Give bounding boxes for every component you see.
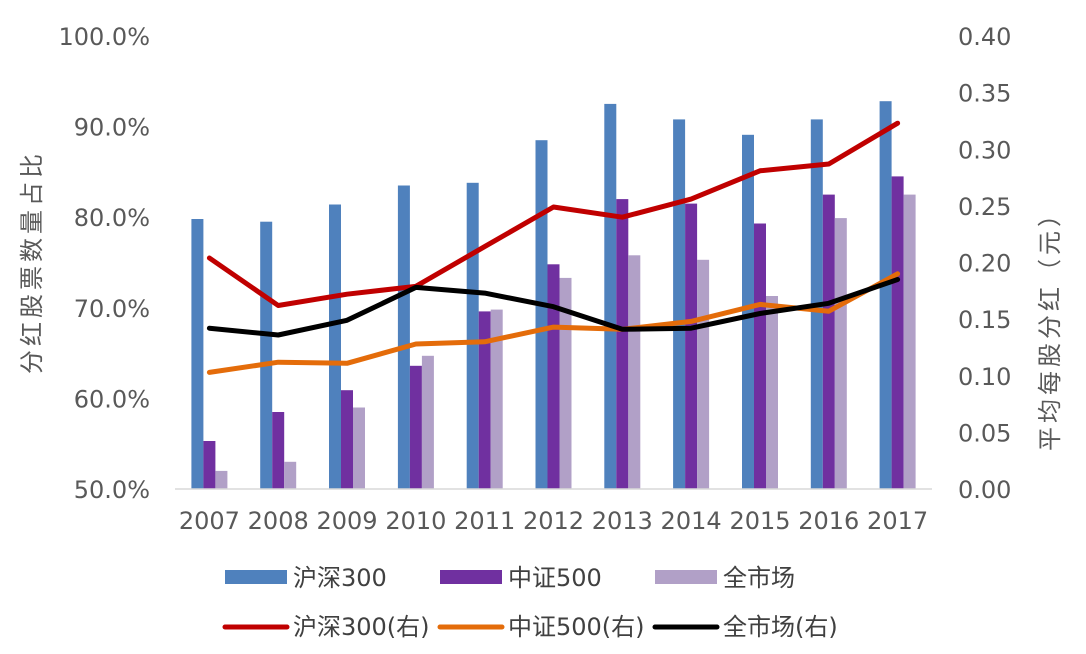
bar-中证500-2015 [754, 223, 766, 489]
bar-中证500-2008 [272, 412, 285, 489]
legend-item-全市场: 全市场 [655, 564, 795, 592]
legend-item-全市场(右): 全市场(右) [652, 613, 838, 641]
legend-label: 全市场(右) [723, 613, 838, 641]
line-沪深300(右) [206, 120, 901, 308]
legend-label: 沪深300 [293, 564, 387, 592]
right-tick-label: 0.30 [958, 136, 1011, 164]
bar-全市场-2011 [490, 309, 503, 489]
bar-沪深300-2009 [329, 204, 341, 489]
right-axis-ticks: 0.00 0.05 0.10 0.15 0.20 0.25 0.30 0.35 0.40 [958, 23, 1011, 504]
bar-沪深300-2012 [535, 140, 548, 489]
bar-中证500-2010 [409, 365, 422, 489]
legend-swatch [655, 570, 717, 584]
right-tick-label: 0.35 [958, 80, 1011, 108]
left-axis-title: 分红股票数量占比 [18, 150, 46, 374]
left-tick-label: 80.0% [74, 204, 150, 232]
bar-中证500-2014 [685, 203, 698, 489]
x-tick-label: 2017 [867, 507, 928, 535]
bar-中证500-2016 [822, 194, 835, 489]
x-tick-label: 2012 [523, 507, 584, 535]
x-tick-label: 2014 [661, 507, 722, 535]
x-tick-label: 2011 [454, 507, 515, 535]
bar-沪深300-2011 [466, 182, 479, 490]
bar-全市场-2010 [421, 355, 434, 489]
right-tick-label: 0.15 [958, 306, 1011, 334]
bar-沪深300-2014 [673, 119, 686, 490]
line-中证500(右) [206, 271, 901, 375]
right-tick-label: 0.20 [958, 250, 1011, 278]
bar-全市场-2016 [834, 218, 847, 489]
left-axis-ticks: 50.0% 60.0% 70.0% 80.0% 90.0% 100.0% [58, 23, 150, 504]
bar-中证500-2011 [478, 311, 491, 489]
right-tick-label: 0.05 [958, 419, 1011, 447]
x-axis-ticks: 2007 2008 2009 2010 2011 2012 2013 2014 2015 2016… [179, 507, 928, 535]
line-全市场(右) [206, 277, 901, 338]
legend-swatch [440, 570, 502, 584]
bar-中证500-2012 [547, 264, 560, 489]
legend-label: 中证500(右) [508, 613, 645, 641]
x-tick-label: 2016 [798, 507, 859, 535]
bar-沪深300-2015 [742, 134, 754, 490]
bar-全市场-2015 [766, 296, 778, 489]
x-tick-label: 2008 [248, 507, 309, 535]
x-tick-label: 2007 [179, 507, 240, 535]
legend-item-中证500: 中证500 [440, 564, 602, 592]
left-tick-label: 90.0% [74, 114, 150, 142]
bar-中证500-2009 [341, 390, 353, 489]
legend-label: 沪深300(右) [293, 613, 430, 641]
left-tick-label: 70.0% [74, 295, 150, 323]
bar-全市场-2009 [353, 407, 365, 489]
x-tick-label: 2013 [592, 507, 653, 535]
legend-label: 全市场 [723, 564, 795, 592]
left-tick-label: 100.0% [58, 23, 150, 51]
right-tick-label: 0.10 [958, 363, 1011, 391]
bar-沪深300-2010 [397, 185, 410, 489]
bar-中证500-2013 [616, 199, 629, 489]
x-tick-label: 2015 [729, 507, 790, 535]
bar-全市场-2008 [284, 461, 297, 489]
right-tick-label: 0.25 [958, 193, 1011, 221]
bar-全市场-2014 [697, 259, 710, 489]
bar-中证500-2007 [203, 441, 216, 489]
right-axis-title: 平均每股分红（元） [1036, 199, 1064, 451]
bar-沪深300-2013 [604, 103, 617, 490]
x-tick-label: 2010 [385, 507, 446, 535]
bar-全市场-2007 [215, 470, 228, 489]
right-tick-label: 0.40 [958, 23, 1011, 51]
bars-layer [191, 101, 916, 490]
right-tick-label: 0.00 [958, 476, 1011, 504]
bar-沪深300-2017 [879, 101, 892, 489]
bar-沪深300-2008 [260, 221, 273, 489]
left-tick-label: 50.0% [74, 476, 150, 504]
legend-item-沪深300(右): 沪深300(右) [222, 613, 430, 641]
legend-swatch [225, 570, 287, 584]
bar-沪深300-2007 [191, 219, 204, 489]
bar-全市场-2013 [628, 255, 641, 489]
bar-中证500-2017 [891, 176, 904, 489]
bar-全市场-2017 [903, 194, 916, 489]
legend-label: 中证500 [508, 564, 602, 592]
bar-全市场-2012 [559, 277, 572, 489]
legend-item-沪深300: 沪深300 [225, 564, 387, 592]
lines-layer [206, 120, 901, 375]
left-tick-label: 60.0% [74, 385, 150, 413]
legend-item-中证500(右): 中证500(右) [437, 613, 645, 641]
x-tick-label: 2009 [316, 507, 377, 535]
